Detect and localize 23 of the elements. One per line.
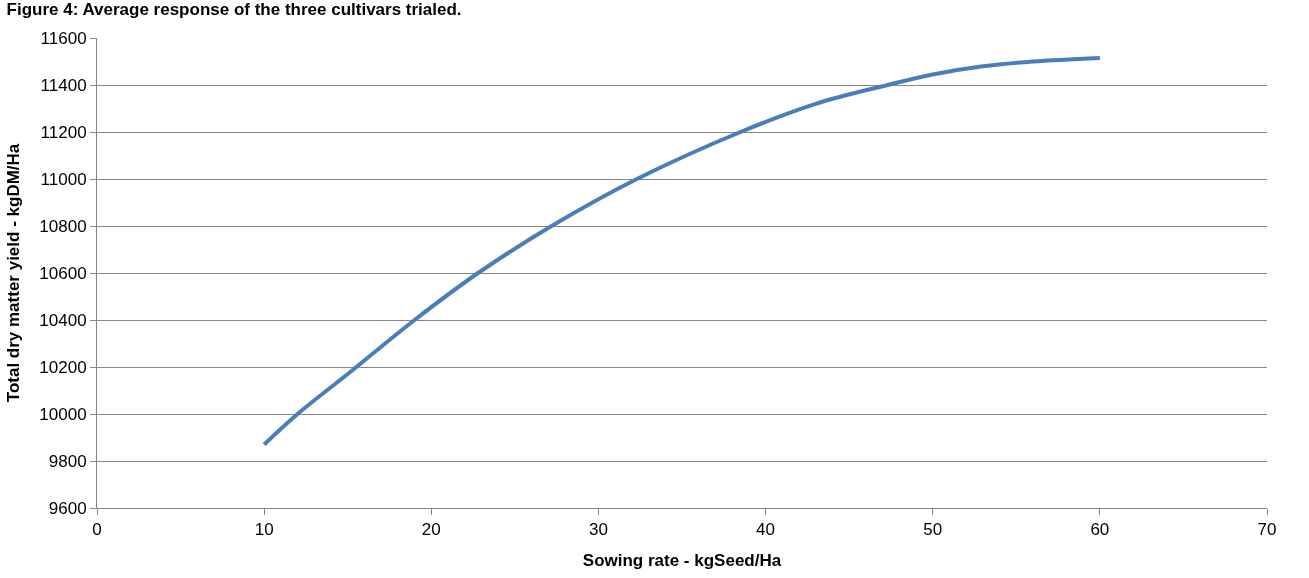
x-tick-label: 0 [92, 520, 102, 540]
x-tick-label: 50 [923, 520, 943, 540]
y-tick-label: 11400 [40, 75, 87, 95]
x-tick-label: 60 [1090, 520, 1110, 540]
y-tick-label: 9800 [48, 451, 87, 471]
y-tick-label: 10800 [39, 216, 87, 236]
x-tick-label: 40 [756, 520, 776, 540]
y-tick-label: 10200 [39, 357, 87, 377]
x-tick-label: 70 [1257, 520, 1277, 540]
y-axis-title: Total dry matter yield - kgDM/Ha [3, 143, 23, 403]
y-tick-label: 10400 [39, 310, 87, 330]
y-tick-label: 10000 [39, 404, 87, 424]
line-series [262, 55, 1102, 447]
x-axis-title: Sowing rate - kgSeed/Ha [582, 550, 782, 570]
y-tick-label: 11200 [40, 122, 87, 142]
x-tick-label: 10 [254, 520, 274, 540]
x-tick-label: 20 [421, 520, 441, 540]
y-tick-label: 11600 [40, 28, 87, 48]
y-tick-label: 10600 [39, 263, 87, 283]
x-tick-label: 30 [588, 520, 608, 540]
chart-title: Figure 4: Average response of the three cultivars trialed. [6, 0, 462, 19]
y-tick-label: 11000 [40, 169, 87, 189]
y-tick-label: 9600 [48, 498, 87, 518]
